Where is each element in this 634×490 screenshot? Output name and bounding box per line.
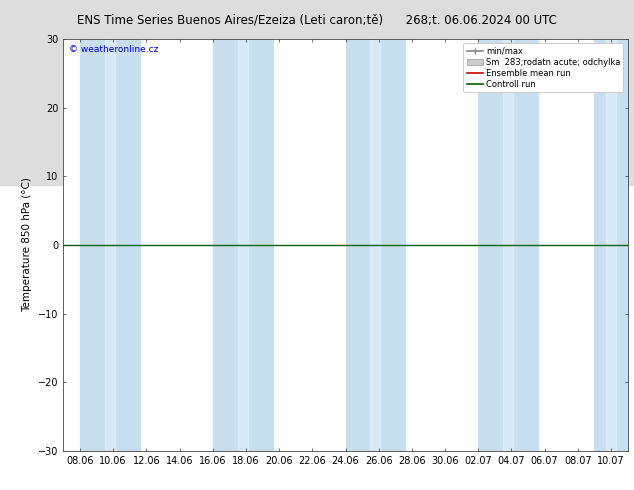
- Bar: [80, 39, 139, 451]
- Bar: [606, 39, 616, 451]
- Bar: [105, 39, 115, 451]
- Bar: [503, 39, 513, 451]
- Legend: min/max, Sm  283;rodatn acute; odchylka, Ensemble mean run, Controll run: min/max, Sm 283;rodatn acute; odchylka, …: [463, 44, 623, 92]
- Bar: [370, 39, 380, 451]
- Text: © weatheronline.cz: © weatheronline.cz: [69, 46, 158, 54]
- Bar: [595, 39, 628, 451]
- Y-axis label: Temperature 850 hPa (°C): Temperature 850 hPa (°C): [22, 177, 32, 313]
- Bar: [238, 39, 248, 451]
- Bar: [346, 39, 405, 451]
- Bar: [213, 39, 273, 451]
- Bar: [478, 39, 538, 451]
- Text: ENS Time Series Buenos Aires/Ezeiza (Leti caron;tě)      268;t. 06.06.2024 00 UT: ENS Time Series Buenos Aires/Ezeiza (Let…: [77, 13, 557, 26]
